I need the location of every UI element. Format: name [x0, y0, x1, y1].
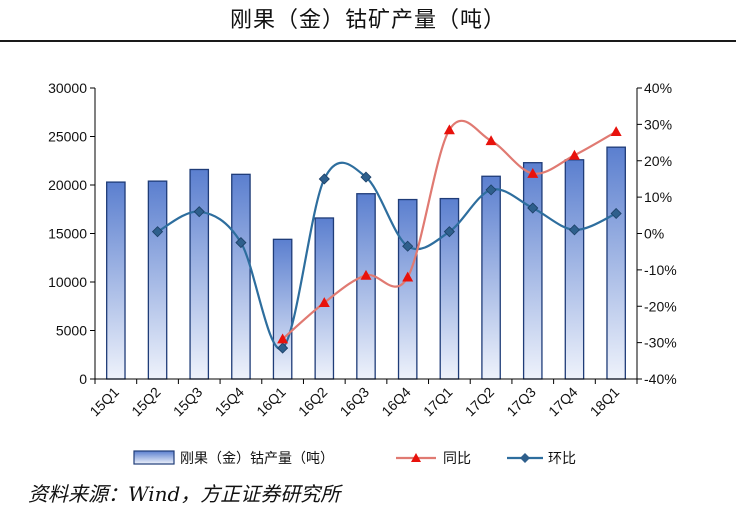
x-tick-label: 15Q3 [170, 384, 206, 420]
left-tick-label: 10000 [48, 274, 87, 290]
yoy-point-17Q3 [527, 167, 539, 178]
left-tick-label: 30000 [48, 80, 87, 96]
yoy-point-18Q1 [610, 126, 622, 137]
qoq-point-16Q1 [277, 342, 289, 354]
bar-17Q4 [564, 159, 585, 380]
right-tick-label: -10% [644, 262, 677, 278]
x-tick-label: 15Q4 [212, 384, 248, 420]
yoy-point-16Q2 [318, 297, 330, 308]
x-tick-label: 16Q2 [295, 384, 331, 420]
left-tick-label: 15000 [48, 226, 87, 242]
lines-layer [151, 119, 622, 354]
left-tick-label: 20000 [48, 177, 87, 193]
bar-17Q3 [522, 162, 543, 380]
qoq-point-15Q4 [235, 237, 247, 249]
right-tick-label: -40% [644, 371, 677, 387]
qoq-line [157, 161, 617, 350]
legend: 刚果（金）钴产量（吨） 同比 环比 [133, 450, 576, 467]
x-tick-label: 15Q1 [86, 384, 122, 420]
x-tick-label: 16Q1 [253, 384, 289, 420]
yoy-point-16Q1 [277, 333, 289, 344]
bar-18Q1 [606, 146, 626, 380]
qoq-point-15Q3 [193, 206, 205, 218]
qoq-point-18Q1 [610, 207, 622, 220]
yoy-point-17Q2 [485, 135, 497, 146]
left-tick-label: 25000 [48, 129, 87, 145]
source-note: 资料来源：Wind，方正证券研究所 [28, 482, 341, 506]
bar-15Q3 [189, 168, 210, 380]
qoq-point-16Q3 [360, 171, 372, 183]
x-tick-label: 16Q4 [378, 384, 414, 420]
left-tick-label: 5000 [56, 323, 87, 339]
bar-16Q3 [356, 193, 376, 380]
legend-label-production: 刚果（金）钴产量（吨） [180, 451, 334, 467]
yoy-point-17Q1 [443, 124, 455, 135]
yoy-line [281, 119, 617, 340]
qoq-point-16Q4 [402, 240, 414, 252]
x-tick-label: 17Q3 [503, 384, 539, 420]
x-tick-label: 15Q2 [128, 384, 164, 420]
bar-17Q2 [481, 175, 501, 380]
right-tick-label: 30% [644, 116, 672, 132]
chart-title: 刚果（金）钴矿产量（吨） [229, 8, 506, 33]
left-tick-label: 0 [79, 371, 87, 387]
legend-yoy-marker [411, 453, 421, 462]
bar-15Q2 [147, 180, 168, 380]
bar-15Q4 [231, 173, 251, 380]
yoy-point-17Q4 [568, 149, 580, 160]
legend-label-qoq: 环比 [548, 451, 576, 467]
legend-qoq-marker [520, 453, 530, 463]
qoq-point-16Q2 [318, 173, 330, 185]
qoq-point-17Q2 [485, 184, 497, 196]
bar-16Q4 [397, 198, 418, 380]
title-divider [0, 40, 736, 42]
axes-layer [90, 87, 642, 384]
right-tick-label: -20% [644, 298, 677, 314]
right-tick-label: 40% [644, 80, 672, 96]
qoq-point-17Q4 [568, 224, 581, 236]
bar-15Q1 [106, 181, 126, 380]
x-tick-label: 17Q1 [420, 384, 456, 420]
x-tick-label: 16Q3 [337, 384, 373, 420]
yoy-point-16Q4 [402, 271, 414, 282]
qoq-point-15Q2 [151, 226, 164, 238]
right-tick-label: -30% [644, 335, 677, 351]
x-tick-label: 17Q4 [545, 384, 581, 420]
yoy-point-16Q3 [360, 269, 372, 280]
bars-layer [106, 146, 626, 380]
right-tick-label: 10% [644, 189, 672, 205]
bar-16Q1 [272, 238, 293, 380]
right-tick-label: 20% [644, 153, 672, 169]
legend-label-yoy: 同比 [443, 451, 471, 467]
right-tick-label: 0% [644, 226, 664, 242]
qoq-point-17Q1 [443, 226, 455, 238]
legend-bar-swatch [133, 450, 175, 465]
x-tick-label: 18Q1 [587, 384, 623, 420]
x-tick-label: 17Q2 [462, 384, 498, 420]
qoq-point-17Q3 [527, 202, 539, 214]
